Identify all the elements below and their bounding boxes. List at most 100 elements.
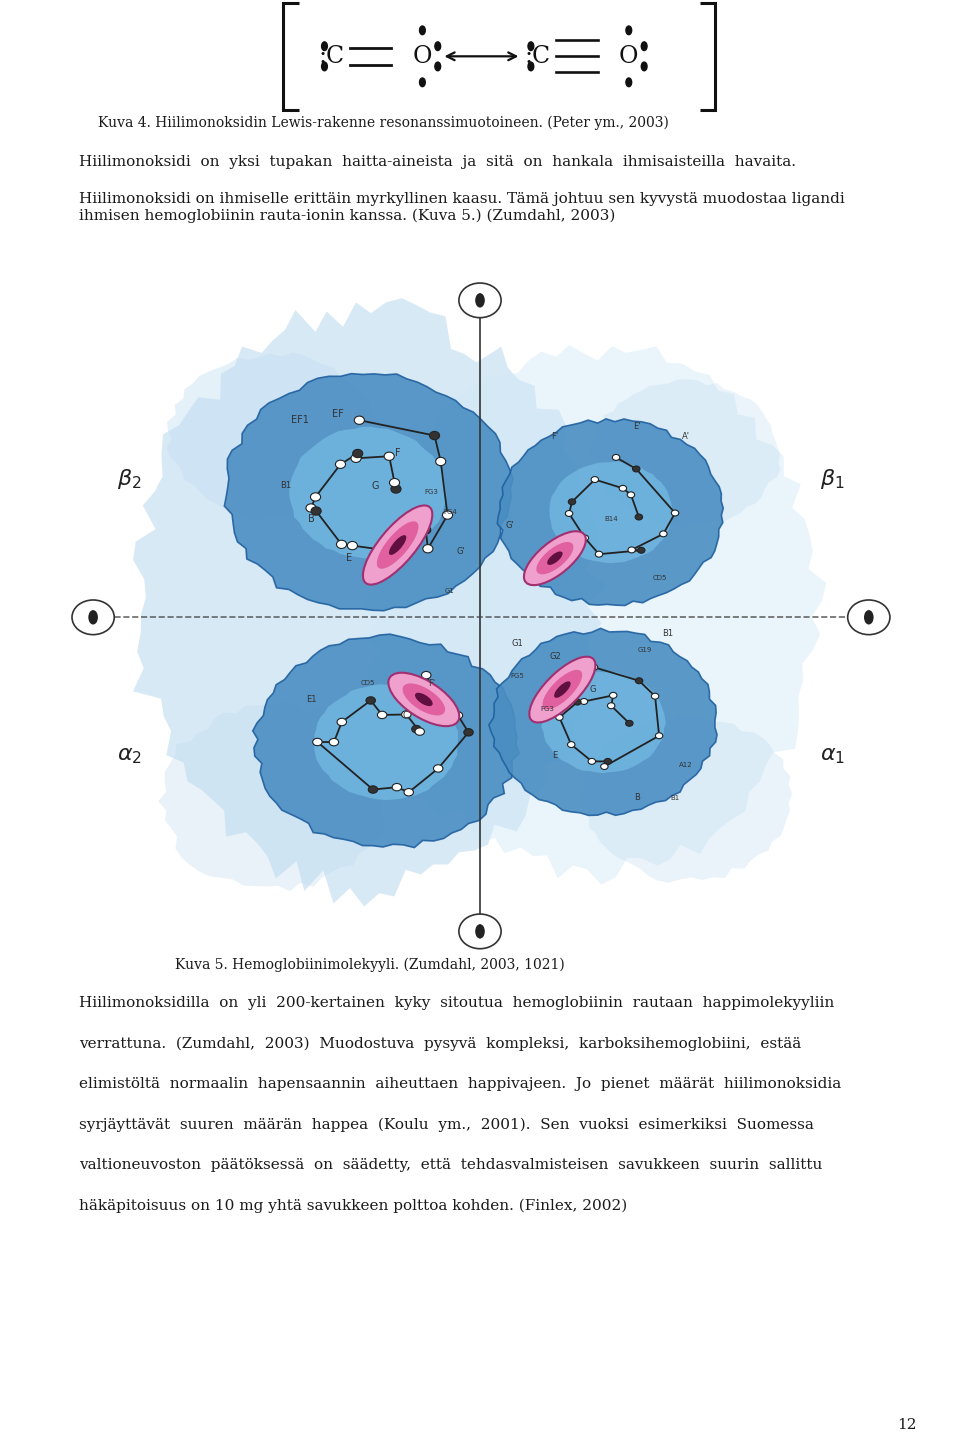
Circle shape xyxy=(475,924,485,939)
Text: Kuva 4. Hiilimonoksidin Lewis-rakenne resonanssimuotoineen. (Peter ym., 2003): Kuva 4. Hiilimonoksidin Lewis-rakenne re… xyxy=(98,116,669,130)
Text: E': E' xyxy=(634,422,641,432)
Text: G': G' xyxy=(457,547,466,556)
Ellipse shape xyxy=(391,485,401,494)
Ellipse shape xyxy=(348,542,357,550)
Polygon shape xyxy=(489,628,717,816)
Ellipse shape xyxy=(434,765,443,773)
Ellipse shape xyxy=(619,485,627,491)
Text: O: O xyxy=(413,45,432,68)
Circle shape xyxy=(641,62,647,71)
Polygon shape xyxy=(580,713,793,882)
Ellipse shape xyxy=(313,738,323,745)
Ellipse shape xyxy=(627,492,635,498)
Ellipse shape xyxy=(390,478,399,487)
Ellipse shape xyxy=(453,712,463,719)
Text: $\alpha_2$: $\alpha_2$ xyxy=(117,744,142,767)
Ellipse shape xyxy=(633,466,640,472)
Ellipse shape xyxy=(402,683,445,715)
Text: G1: G1 xyxy=(445,588,455,593)
Text: A12: A12 xyxy=(679,762,693,768)
Polygon shape xyxy=(541,671,665,773)
Circle shape xyxy=(420,78,425,87)
Ellipse shape xyxy=(429,432,440,439)
Circle shape xyxy=(435,42,441,51)
Text: CD5: CD5 xyxy=(361,680,374,686)
Text: elimistöltä  normaalin  hapensaannin  aiheuttaen  happivajeen.  Jo  pienet  määr: elimistöltä normaalin hapensaannin aiheu… xyxy=(79,1077,841,1092)
Text: syrjäyttävät  suuren  määrän  happea  (Koulu  ym.,  2001).  Sen  vuoksi  esimerk: syrjäyttävät suuren määrän happea (Koulu… xyxy=(79,1118,813,1132)
Text: F: F xyxy=(395,448,400,458)
Ellipse shape xyxy=(337,718,347,726)
Ellipse shape xyxy=(366,697,375,705)
Ellipse shape xyxy=(610,692,617,699)
Ellipse shape xyxy=(306,504,316,513)
Circle shape xyxy=(528,42,534,51)
Text: G': G' xyxy=(506,521,515,530)
Ellipse shape xyxy=(404,788,414,796)
Text: B14: B14 xyxy=(604,516,618,521)
Ellipse shape xyxy=(377,712,387,719)
Text: G: G xyxy=(589,684,595,695)
Ellipse shape xyxy=(329,738,339,747)
Ellipse shape xyxy=(352,449,363,458)
Ellipse shape xyxy=(377,521,419,569)
Text: G1: G1 xyxy=(512,640,523,648)
Ellipse shape xyxy=(401,710,411,718)
Text: E: E xyxy=(346,553,352,563)
Text: $\alpha_1$: $\alpha_1$ xyxy=(820,744,845,767)
Ellipse shape xyxy=(392,784,401,791)
Ellipse shape xyxy=(636,514,642,520)
Ellipse shape xyxy=(581,534,588,542)
Ellipse shape xyxy=(72,601,114,634)
Polygon shape xyxy=(359,345,827,885)
Ellipse shape xyxy=(591,477,598,482)
Ellipse shape xyxy=(848,601,890,634)
Ellipse shape xyxy=(542,670,582,709)
Ellipse shape xyxy=(369,786,377,793)
Ellipse shape xyxy=(415,693,433,706)
Text: FG4: FG4 xyxy=(444,510,457,516)
Ellipse shape xyxy=(384,452,395,461)
Ellipse shape xyxy=(660,531,667,537)
Text: FG3: FG3 xyxy=(540,706,554,712)
Ellipse shape xyxy=(671,510,679,516)
Ellipse shape xyxy=(311,507,322,516)
Polygon shape xyxy=(289,427,446,559)
Ellipse shape xyxy=(626,721,633,726)
Ellipse shape xyxy=(567,742,575,748)
Ellipse shape xyxy=(459,283,501,318)
Ellipse shape xyxy=(436,458,445,465)
Ellipse shape xyxy=(529,657,595,722)
Polygon shape xyxy=(549,461,673,563)
Circle shape xyxy=(641,42,647,51)
Ellipse shape xyxy=(656,732,662,739)
Text: EF1: EF1 xyxy=(291,416,309,425)
Circle shape xyxy=(420,26,425,35)
Ellipse shape xyxy=(420,526,431,534)
Polygon shape xyxy=(225,374,513,611)
Ellipse shape xyxy=(443,511,452,520)
Ellipse shape xyxy=(568,498,576,505)
Circle shape xyxy=(322,62,327,71)
Text: B1: B1 xyxy=(279,481,291,491)
Text: Hiilimonoksidi on ihmiselle erittäin myrkyllinen kaasu. Tämä johtuu sen kyvystä : Hiilimonoksidi on ihmiselle erittäin myr… xyxy=(79,192,845,222)
Ellipse shape xyxy=(636,677,643,683)
Ellipse shape xyxy=(389,673,459,726)
Ellipse shape xyxy=(580,699,588,705)
Text: $\beta_1$: $\beta_1$ xyxy=(820,468,845,491)
Text: F': F' xyxy=(551,432,559,440)
Ellipse shape xyxy=(464,729,473,736)
Ellipse shape xyxy=(608,703,615,709)
Text: G: G xyxy=(372,481,379,491)
Text: B: B xyxy=(635,794,640,803)
Ellipse shape xyxy=(590,664,598,670)
Ellipse shape xyxy=(565,511,573,517)
Text: verrattuna.  (Zumdahl,  2003)  Muodostuva  pysyvä  kompleksi,  karboksihemoglobi: verrattuna. (Zumdahl, 2003) Muodostuva p… xyxy=(79,1037,801,1051)
Text: B: B xyxy=(308,514,315,524)
Ellipse shape xyxy=(415,728,424,735)
Ellipse shape xyxy=(351,455,361,462)
Text: FG5: FG5 xyxy=(511,673,524,680)
Polygon shape xyxy=(588,380,780,527)
Text: :C: :C xyxy=(525,45,551,68)
Ellipse shape xyxy=(537,542,573,575)
Ellipse shape xyxy=(556,715,564,721)
